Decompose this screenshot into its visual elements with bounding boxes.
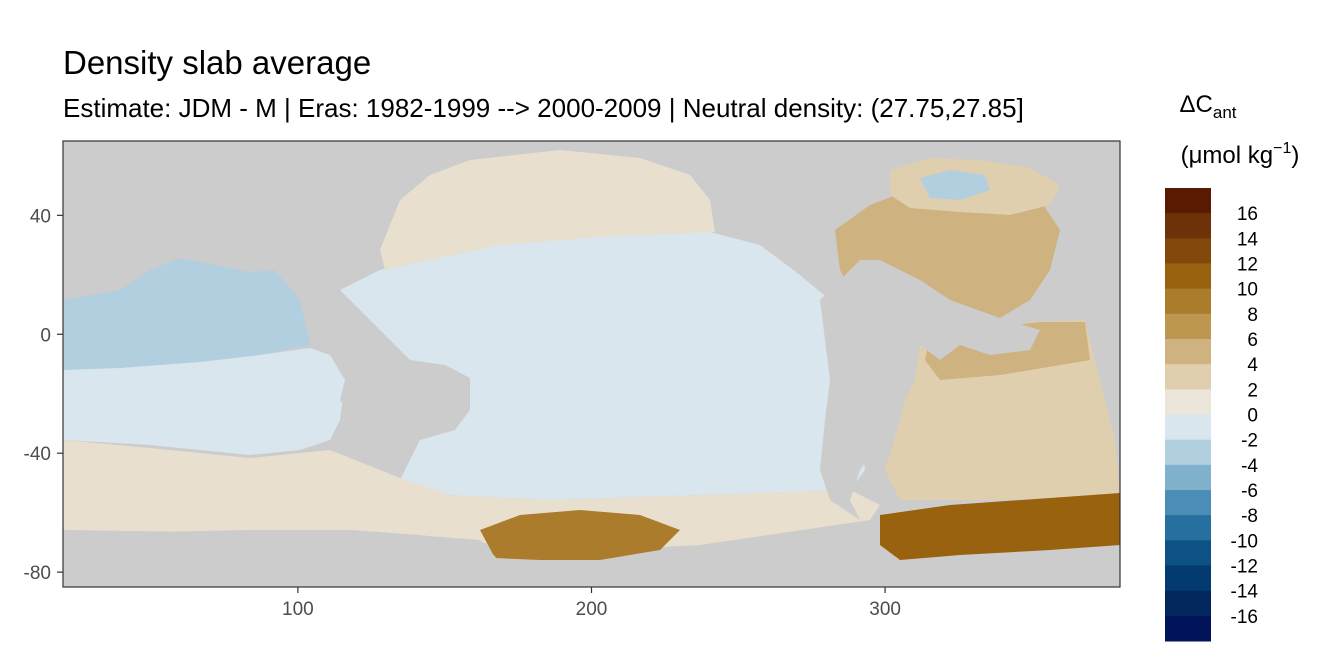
legend-label: 8 — [1247, 305, 1258, 326]
legend-label: -2 — [1241, 431, 1258, 452]
x-axis: 100 200 300 — [282, 587, 901, 620]
region-weddell-sea — [880, 493, 1120, 560]
x-tick-label: 300 — [869, 599, 901, 620]
region-north-pacific — [380, 150, 715, 270]
legend-label: 14 — [1237, 229, 1259, 250]
chart-title: Density slab average — [63, 44, 371, 81]
legend-swatch — [1165, 414, 1211, 441]
region-southern-ocean — [63, 440, 880, 550]
legend-label: 4 — [1247, 355, 1258, 376]
legend-swatch — [1165, 565, 1211, 592]
legend-label: 16 — [1237, 204, 1258, 225]
legend-swatch — [1165, 188, 1211, 214]
legend-label: -8 — [1241, 506, 1258, 527]
chart-subtitle: Estimate: JDM - M | Eras: 1982-1999 --> … — [63, 93, 1024, 123]
region-south-indian — [63, 348, 345, 455]
legend-unit-pre: (μmol kg — [1181, 142, 1274, 169]
x-tick-label: 100 — [282, 599, 314, 620]
land-australia — [340, 360, 470, 440]
legend-swatch — [1165, 313, 1211, 340]
legend-swatch — [1165, 213, 1211, 239]
y-tick-label: -40 — [24, 444, 51, 465]
legend-label: -12 — [1231, 557, 1258, 578]
legend-swatch — [1165, 615, 1211, 642]
y-tick-label: 0 — [40, 325, 51, 346]
legend-title-main: ΔC — [1179, 91, 1212, 118]
legend-label: -4 — [1241, 456, 1258, 477]
y-tick-label: 40 — [30, 206, 51, 227]
land-africa — [820, 290, 920, 520]
legend-unit-sup: −1 — [1273, 140, 1291, 157]
legend-title-sub: ant — [1213, 103, 1237, 122]
legend-label: 6 — [1247, 330, 1258, 351]
legend-label: -6 — [1241, 481, 1258, 502]
legend-label: 0 — [1247, 406, 1258, 427]
legend-label: -16 — [1231, 607, 1258, 628]
legend-swatch — [1165, 490, 1211, 516]
y-tick-label: -80 — [24, 563, 51, 584]
y-axis: 40 0 -40 -80 — [24, 206, 63, 584]
legend-label: 12 — [1237, 255, 1258, 276]
legend-swatch — [1165, 540, 1211, 566]
region-tropical-pacific — [340, 232, 865, 500]
legend: ΔCant (μmol kg−1) 16 14 12 10 8 6 4 2 0 -2 -4 -6 -8 -… — [1165, 91, 1299, 642]
region-indian-ocean — [63, 258, 310, 372]
legend-swatch — [1165, 364, 1211, 390]
legend-swatch — [1165, 464, 1211, 491]
legend-labels: 16 14 12 10 8 6 4 2 0 -2 -4 -6 -8 -10 -12 -14 -16 — [1231, 204, 1259, 628]
legend-label: -10 — [1231, 531, 1258, 552]
legend-title-line2: (μmol kg−1) — [1181, 140, 1300, 169]
legend-swatch — [1165, 439, 1211, 466]
legend-label: 10 — [1237, 280, 1258, 301]
legend-label: -14 — [1231, 582, 1259, 603]
map-panel — [63, 141, 1120, 587]
legend-title-line1: ΔCant — [1179, 91, 1236, 122]
legend-swatch — [1165, 590, 1211, 617]
legend-swatch — [1165, 288, 1211, 315]
legend-swatches — [1165, 188, 1211, 642]
x-tick-label: 200 — [576, 599, 608, 620]
land-south-america — [820, 260, 1040, 360]
legend-unit-post: ) — [1291, 142, 1299, 169]
region-labrador-sea — [920, 170, 990, 200]
legend-swatch — [1165, 389, 1211, 415]
land-antarctica — [63, 525, 1120, 587]
legend-label: 2 — [1247, 380, 1258, 401]
legend-swatch — [1165, 238, 1211, 264]
region-ross-sea — [480, 510, 680, 560]
legend-swatch — [1165, 339, 1211, 365]
legend-swatch — [1165, 263, 1211, 290]
legend-swatch — [1165, 515, 1211, 541]
